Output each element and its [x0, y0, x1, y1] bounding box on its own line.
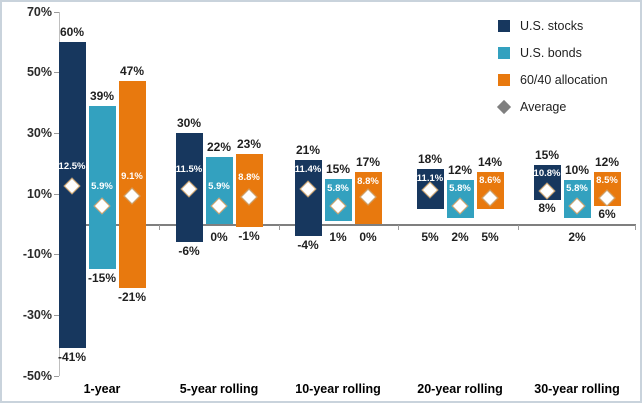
range-bar [88, 105, 116, 270]
series-color-swatch [498, 74, 510, 86]
legend: U.S. stocks U.S. bonds 60/40 allocation Ave… [496, 17, 638, 129]
average-value-label: 5.8% [566, 183, 588, 195]
average-value-label: 10.8% [533, 168, 561, 180]
legend-label: U.S. stocks [520, 19, 584, 33]
min-value-label: -21% [117, 289, 146, 304]
range-bar [294, 160, 322, 237]
legend-label: 60/40 allocation [520, 73, 608, 87]
average-diamond-legend-icon [496, 99, 512, 115]
min-value-label: -1% [238, 229, 260, 244]
max-value-label: 14% [477, 154, 503, 169]
legend-item: 60/40 allocation [498, 71, 638, 91]
min-value-label: -4% [297, 238, 319, 253]
max-value-label: 21% [295, 143, 321, 158]
x-axis-boundary-tick [635, 225, 636, 230]
max-value-label: 39% [89, 88, 115, 103]
average-value-label: 8.8% [357, 176, 379, 188]
max-value-label: 12% [447, 163, 473, 178]
max-value-label: 15% [534, 148, 560, 163]
min-value-label: 1% [329, 230, 347, 244]
legend-item: Average [496, 98, 638, 118]
legend-item: U.S. bonds [498, 44, 638, 64]
min-value-label: 5% [421, 230, 439, 244]
zero-line [59, 224, 636, 226]
average-value-label: 11.1% [416, 173, 444, 185]
average-value-label: 5.8% [327, 182, 349, 194]
max-value-label: 47% [119, 64, 145, 79]
y-axis-tick-label: 30% [26, 126, 52, 140]
min-value-label: 2% [568, 230, 586, 244]
x-axis-boundary-tick [159, 225, 160, 230]
category-label: 20-year rolling [417, 382, 503, 396]
average-value-label: 8.8% [238, 172, 260, 184]
average-value-label: 5.9% [208, 181, 230, 193]
y-axis-tick-label: -10% [22, 247, 52, 262]
category-label: 30-year rolling [534, 382, 620, 396]
series-color-swatch [498, 20, 510, 32]
y-axis-tick-label: -30% [22, 307, 52, 322]
average-value-label: 9.1% [121, 171, 143, 183]
average-value-label: 12.5% [58, 161, 86, 173]
y-axis-tick [54, 254, 59, 256]
category-label: 5-year rolling [179, 382, 259, 396]
legend-label: U.S. bonds [520, 46, 582, 60]
x-axis-boundary-tick [398, 225, 399, 230]
category-label: 10-year rolling [295, 382, 381, 396]
category-label: 1-year [83, 382, 121, 396]
y-axis-tick [54, 11, 59, 13]
max-value-label: 22% [206, 140, 232, 155]
y-axis-tick [54, 314, 59, 316]
legend-item: U.S. stocks [498, 17, 638, 37]
y-axis-tick [54, 193, 59, 195]
average-value-label: 11.5% [175, 164, 203, 176]
average-value-label: 5.8% [449, 183, 471, 195]
y-axis-tick-label: 50% [26, 65, 52, 80]
min-value-label: 2% [451, 230, 469, 244]
min-value-label: 0% [210, 230, 228, 244]
min-value-label: 8% [538, 200, 556, 215]
min-value-label: -41% [57, 350, 86, 365]
max-value-label: 12% [594, 155, 620, 170]
max-value-label: 10% [564, 163, 590, 178]
y-axis-tick [54, 133, 59, 134]
max-value-label: 23% [236, 137, 262, 152]
legend-label: Average [520, 100, 567, 114]
max-value-label: 15% [325, 161, 351, 176]
y-axis-tick [54, 375, 59, 377]
min-value-label: 5% [481, 230, 499, 244]
series-color-swatch [498, 47, 510, 59]
average-value-label: 5.9% [91, 181, 113, 193]
average-value-label: 11.4% [294, 164, 322, 176]
max-value-label: 17% [355, 155, 381, 170]
y-axis-tick-label: 10% [26, 186, 52, 201]
min-value-label: -6% [178, 244, 200, 259]
average-value-label: 8.5% [596, 175, 618, 187]
max-value-label: 60% [59, 25, 85, 39]
max-value-label: 18% [417, 152, 443, 167]
max-value-label: 30% [176, 116, 202, 130]
min-value-label: 6% [598, 206, 616, 221]
x-axis-boundary-tick [518, 225, 519, 230]
x-axis-boundary-tick [279, 225, 280, 230]
min-value-label: 0% [359, 230, 377, 244]
y-axis-tick [54, 72, 59, 74]
y-axis-tick-label: 70% [26, 4, 52, 19]
average-value-label: 8.6% [479, 174, 501, 186]
min-value-label: -15% [87, 271, 116, 286]
range-bar [118, 81, 146, 288]
range-bar [58, 42, 86, 349]
y-axis-tick-label: -50% [22, 368, 52, 383]
